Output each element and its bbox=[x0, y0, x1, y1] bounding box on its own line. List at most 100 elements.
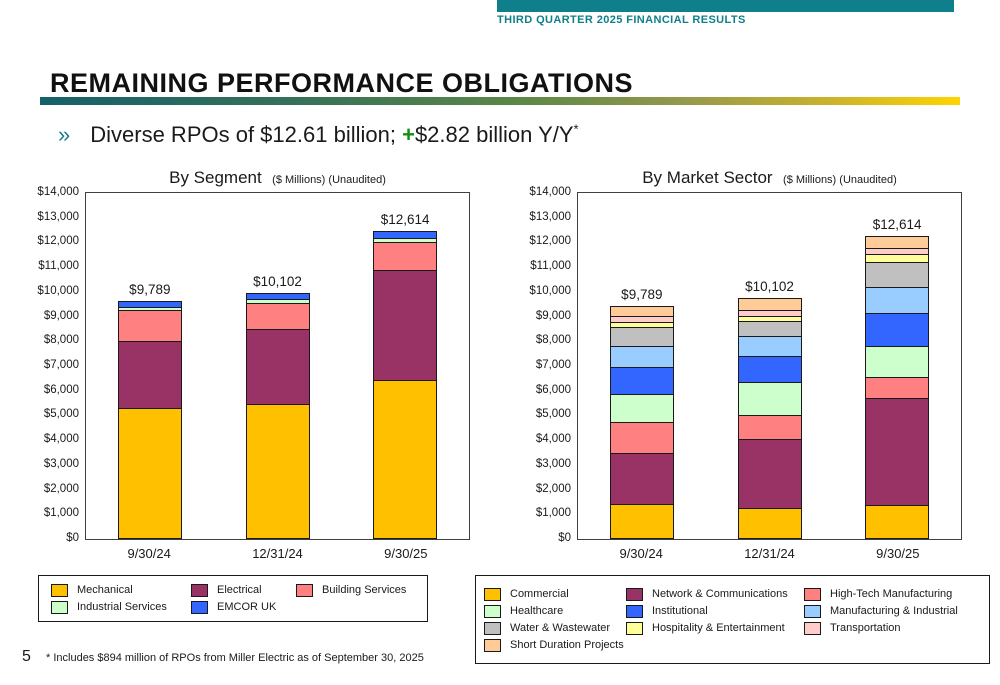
y-axis-tick-label: $9,000 bbox=[535, 309, 571, 322]
legend-label: Short Duration Projects bbox=[510, 639, 624, 651]
y-axis-tick-label: $1,000 bbox=[535, 507, 571, 520]
y-axis-tick-label: $12,000 bbox=[37, 235, 79, 248]
y-axis-tick-label: $7,000 bbox=[43, 359, 79, 371]
footnote: * Includes $894 million of RPOs from Mil… bbox=[46, 652, 424, 664]
legend-item: High-Tech Manufacturing bbox=[804, 587, 981, 601]
legend-item: Building Services bbox=[296, 583, 415, 597]
y-axis-tick-label: $1,000 bbox=[43, 507, 79, 520]
legend-by-market-sector: Commercial Network & Communications High-T… bbox=[475, 575, 990, 664]
legend-swatch bbox=[51, 600, 68, 614]
page-title: REMAINING PERFORMANCE OBLIGATIONS bbox=[50, 68, 633, 98]
bar-segment-manufacturing-industrial bbox=[609, 346, 674, 369]
y-axis-tick-label: $11,000 bbox=[530, 260, 571, 273]
legend-swatch bbox=[626, 587, 643, 601]
bar-segment-building-services bbox=[117, 310, 182, 342]
x-axis-label: 9/30/25 bbox=[876, 546, 920, 561]
y-axis-tick-label: $5,000 bbox=[43, 408, 79, 421]
bar-segment-electrical bbox=[117, 340, 182, 409]
legend-swatch bbox=[804, 587, 821, 601]
bar-segment-institutional bbox=[865, 312, 930, 347]
chart-units-note: ($ Millions) (Unaudited) bbox=[272, 174, 386, 186]
legend-swatch bbox=[51, 583, 68, 597]
y-axis-tick-label: $12,000 bbox=[529, 235, 571, 248]
x-axis-label: 9/30/24 bbox=[127, 546, 171, 561]
legend-item: Mechanical bbox=[51, 583, 191, 597]
y-axis-tick-label: $14,000 bbox=[529, 186, 571, 198]
stacked-bar: $12,614 bbox=[373, 212, 438, 539]
x-axis-label: 9/30/25 bbox=[384, 546, 428, 561]
legend-label: Electrical bbox=[217, 584, 262, 596]
legend-label: Manufacturing & Industrial bbox=[830, 605, 958, 617]
bar-segment-electrical bbox=[245, 328, 310, 405]
y-axis: $14,000 $13,000 $12,000 $11,000 $10,000 $9,00… bbox=[492, 186, 577, 544]
stacked-bar: $12,614 bbox=[865, 217, 930, 539]
y-axis-tick-label: $5,000 bbox=[535, 408, 571, 421]
y-axis-tick-label: $6,000 bbox=[535, 383, 571, 396]
bar-segment-water-wastewater bbox=[865, 262, 930, 289]
bar-segment-network-communications bbox=[865, 398, 930, 506]
subtitle-text-tail: $2.82 billion Y/Y bbox=[414, 122, 574, 147]
bar-total-label: $10,102 bbox=[745, 279, 794, 295]
legend-swatch bbox=[484, 604, 501, 618]
bar-segment-building-services bbox=[373, 241, 438, 271]
bar-segment-healthcare bbox=[609, 393, 674, 423]
bar-segment-network-communications bbox=[609, 452, 674, 506]
y-axis-tick-label: $2,000 bbox=[43, 482, 79, 495]
bar-slot: $10,102 bbox=[214, 193, 342, 539]
bar-total-label: $9,789 bbox=[621, 287, 663, 303]
bar-segment-healthcare bbox=[737, 382, 802, 417]
title-gradient-rule bbox=[40, 97, 960, 105]
plot-row: $14,000 $13,000 $12,000 $11,000 $10,000 $9,00… bbox=[0, 186, 470, 544]
y-axis-tick-label: $14,000 bbox=[37, 186, 79, 198]
legend-swatch bbox=[484, 587, 501, 601]
legend-label: Transportation bbox=[830, 622, 901, 634]
bar-segment-mechanical bbox=[117, 407, 182, 539]
bar-total-label: $9,789 bbox=[129, 282, 171, 298]
header-eyebrow: THIRD QUARTER 2025 FINANCIAL RESULTS bbox=[497, 14, 746, 26]
bar-segment-electrical bbox=[373, 269, 438, 382]
stacked-bar: $10,102 bbox=[245, 274, 310, 539]
chart-by-segment: By Segment ($ Millions) (Unaudited) $14,… bbox=[0, 168, 470, 561]
legend-swatch bbox=[626, 621, 643, 635]
legend-item: Institutional bbox=[626, 604, 804, 618]
bar-segment-mechanical bbox=[245, 403, 310, 539]
legend-label: EMCOR UK bbox=[217, 601, 277, 613]
subtitle-text-lead: Diverse RPOs of $12.61 billion; bbox=[90, 122, 403, 147]
bar-segment-high-tech-manufacturing bbox=[865, 377, 930, 400]
y-axis-tick-label: $6,000 bbox=[43, 383, 79, 396]
x-axis-label: 12/31/24 bbox=[252, 546, 303, 561]
legend-by-segment: Mechanical Electrical Building Services Ind… bbox=[38, 575, 428, 622]
legend-label: Commercial bbox=[510, 588, 569, 600]
legend-swatch bbox=[804, 604, 821, 618]
legend-swatch bbox=[484, 638, 501, 652]
legend-item: Manufacturing & Industrial bbox=[804, 604, 981, 618]
y-axis-tick-label: $8,000 bbox=[535, 334, 571, 347]
bar-segment-healthcare bbox=[865, 345, 930, 379]
legend-label: Water & Wastewater bbox=[510, 622, 611, 634]
legend-label: Institutional bbox=[652, 605, 708, 617]
chart-title: By Market Sector bbox=[642, 168, 773, 187]
legend-item: Healthcare bbox=[484, 604, 626, 618]
y-axis-tick-label: $4,000 bbox=[43, 433, 79, 446]
y-axis-tick-label: $11,000 bbox=[38, 260, 79, 273]
legend-item: Hospitality & Entertainment bbox=[626, 621, 804, 635]
bar-segment-building-services bbox=[245, 302, 310, 330]
footnote-asterisk: * bbox=[573, 121, 579, 137]
bar-segment-mechanical bbox=[373, 380, 438, 539]
legend-item: Network & Communications bbox=[626, 587, 804, 601]
legend-item: Industrial Services bbox=[51, 600, 191, 614]
legend-swatch bbox=[191, 583, 208, 597]
y-axis-tick-label: $4,000 bbox=[535, 433, 571, 446]
plot-area: $9,789 $10,102 $12,614 bbox=[577, 192, 962, 540]
plot-area: $9,789 $10,102 $12,614 bbox=[85, 192, 470, 540]
legend-swatch bbox=[484, 621, 501, 635]
stacked-bar: $9,789 bbox=[609, 287, 674, 539]
bar-slot: $9,789 bbox=[86, 193, 214, 539]
chart-units-note: ($ Millions) (Unaudited) bbox=[783, 174, 897, 186]
legend-item: Short Duration Projects bbox=[484, 638, 626, 652]
y-axis-tick-label: $13,000 bbox=[37, 210, 79, 223]
x-axis: 9/30/24 12/31/24 9/30/25 bbox=[577, 546, 962, 561]
bar-segment-water-wastewater bbox=[609, 327, 674, 348]
chart-by-market-sector: By Market Sector ($ Millions) (Unaudited… bbox=[492, 168, 962, 561]
